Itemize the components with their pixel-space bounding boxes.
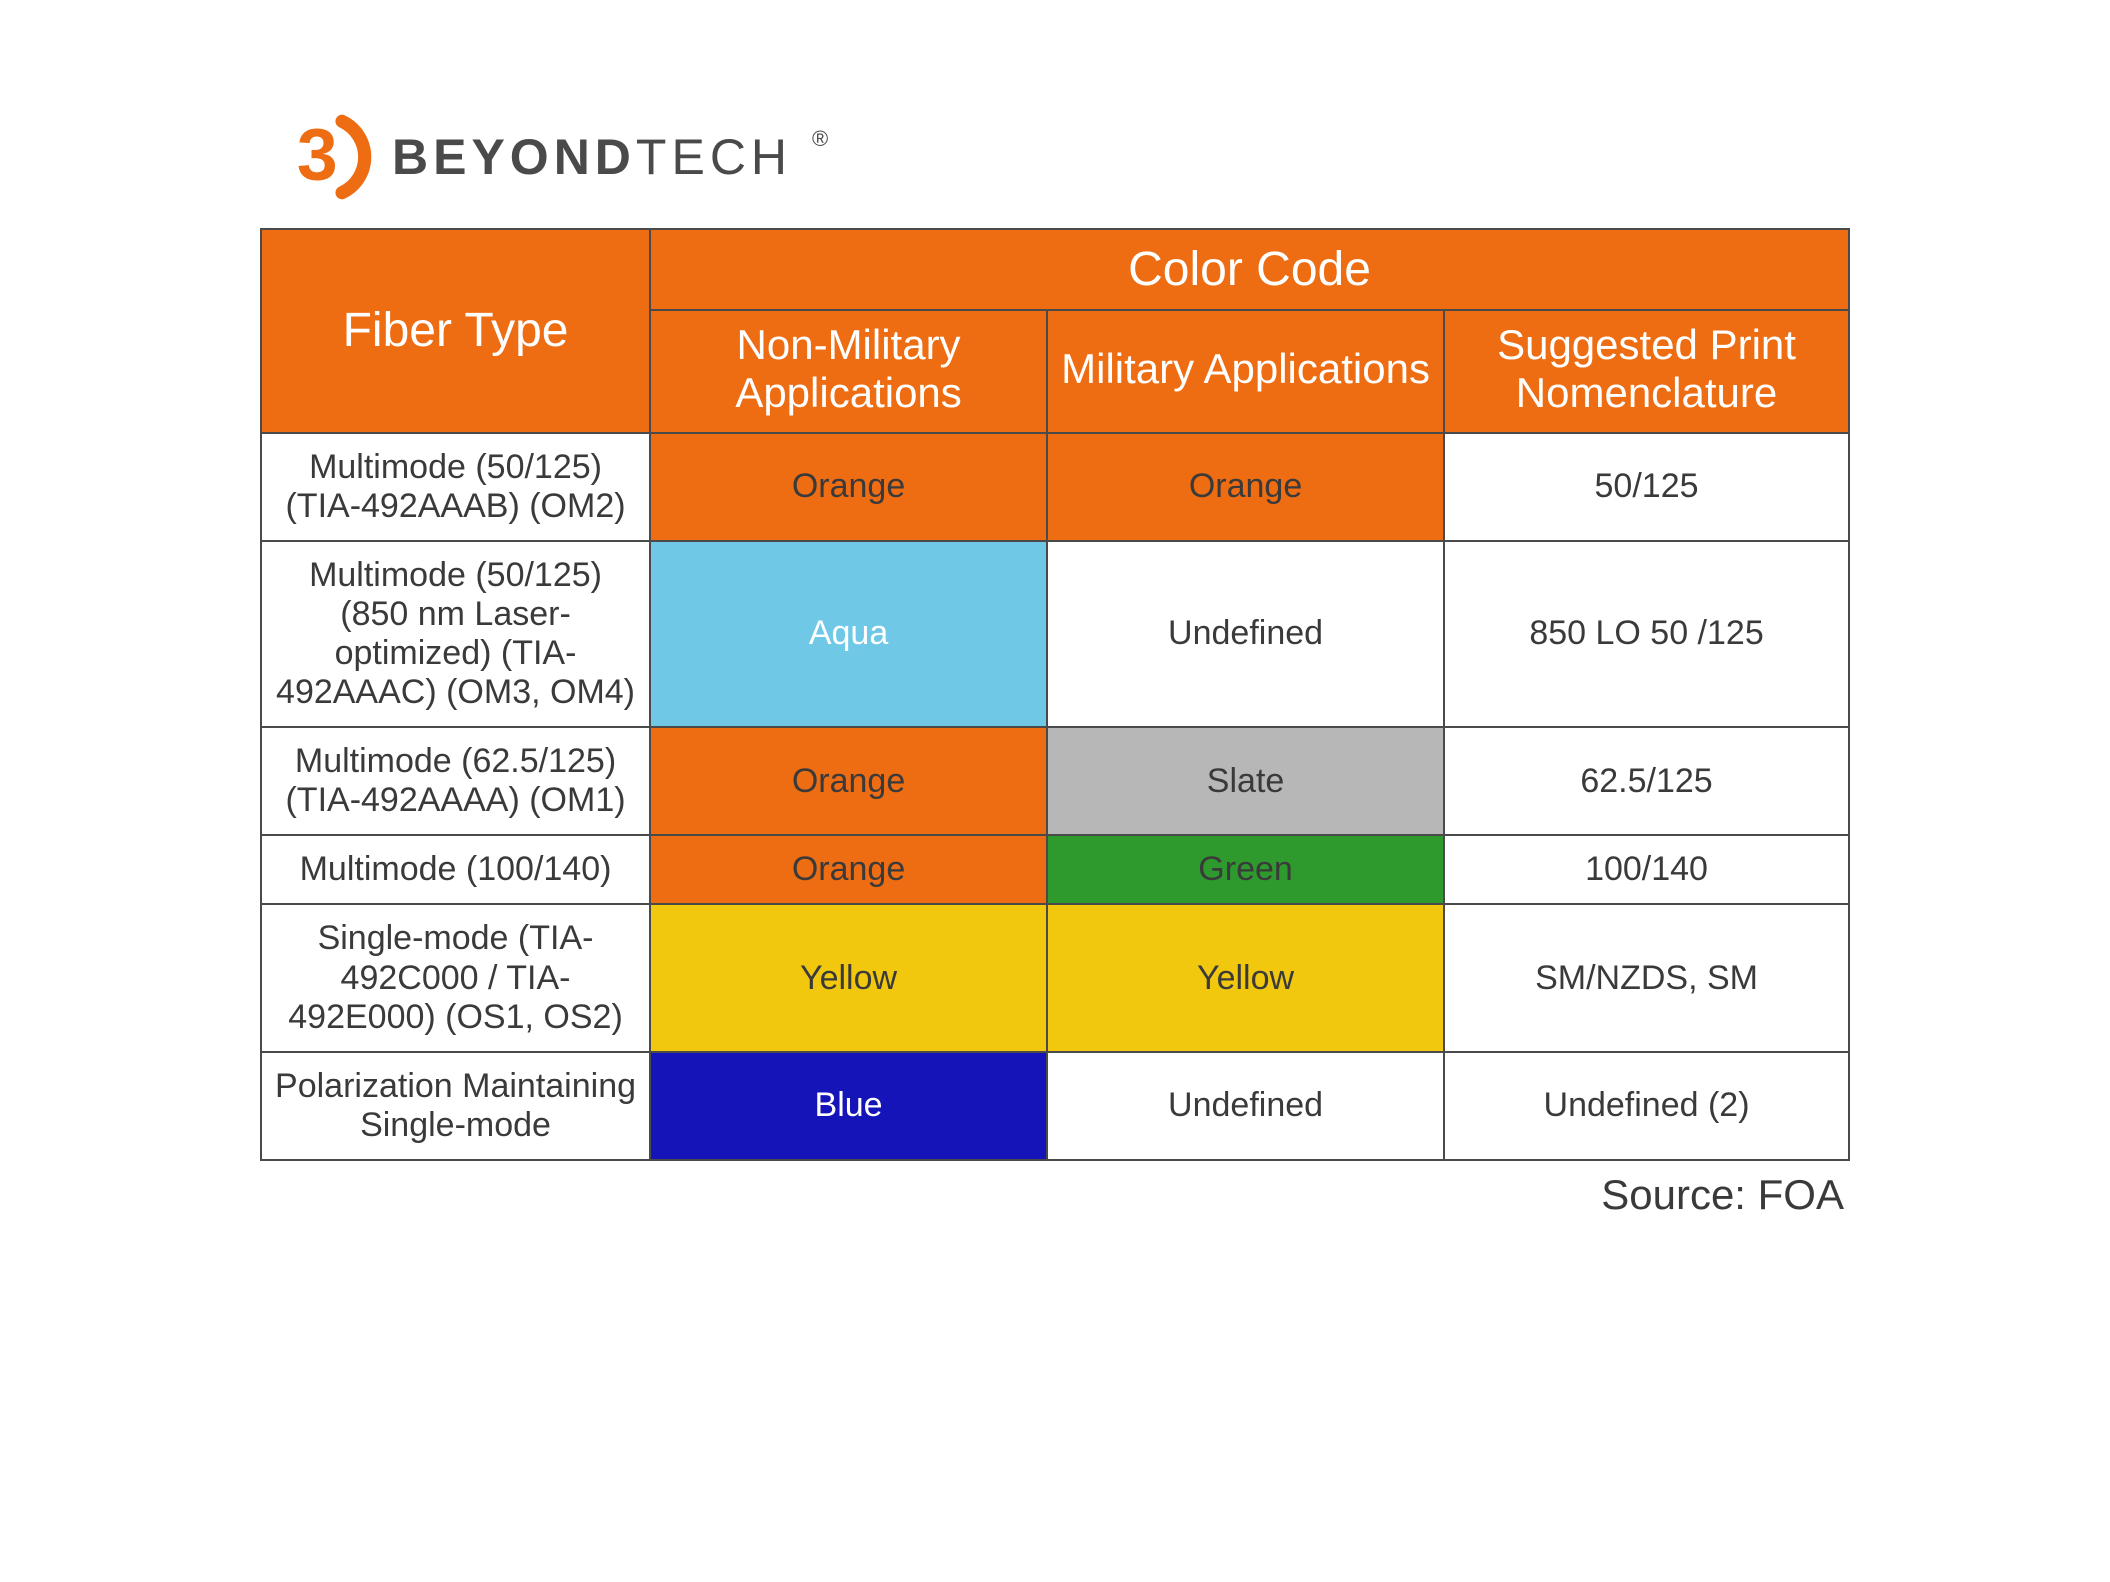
header-military: Military Applications [1047, 310, 1444, 433]
cell-non-military: Orange [650, 727, 1047, 835]
cell-military: Slate [1047, 727, 1444, 835]
header-fiber-type: Fiber Type [261, 229, 650, 433]
cell-nomenclature: 50/125 [1444, 433, 1849, 541]
cell-fiber-type: Single-mode (TIA-492C000 / TIA-492E000) … [261, 904, 650, 1051]
cell-fiber-type: Multimode (50/125) (TIA-492AAAB) (OM2) [261, 433, 650, 541]
cell-fiber-type: Polarization Maintaining Single-mode [261, 1052, 650, 1160]
header-non-military: Non-Military Applications [650, 310, 1047, 433]
cell-nomenclature: 62.5/125 [1444, 727, 1849, 835]
cell-nomenclature: Undefined (2) [1444, 1052, 1849, 1160]
table-row: Multimode (62.5/125) (TIA-492AAAA) (OM1)… [261, 727, 1849, 835]
brand-logo: 3 BEYONDTECH ® [280, 110, 1850, 204]
table-row: Multimode (100/140)OrangeGreen100/140 [261, 835, 1849, 904]
cell-non-military: Orange [650, 835, 1047, 904]
cell-nomenclature: 850 LO 50 /125 [1444, 541, 1849, 727]
source-label: Source: FOA [260, 1171, 1850, 1219]
cell-fiber-type: Multimode (62.5/125) (TIA-492AAAA) (OM1) [261, 727, 650, 835]
cell-non-military: Yellow [650, 904, 1047, 1051]
brand-name-bold: BEYOND [392, 129, 636, 185]
cell-nomenclature: SM/NZDS, SM [1444, 904, 1849, 1051]
cell-military: Orange [1047, 433, 1444, 541]
cell-military: Green [1047, 835, 1444, 904]
cell-nomenclature: 100/140 [1444, 835, 1849, 904]
brand-name-light: TECH [636, 129, 792, 185]
cell-fiber-type: Multimode (50/125) (850 nm Laser-optimiz… [261, 541, 650, 727]
cell-non-military: Blue [650, 1052, 1047, 1160]
table-row: Multimode (50/125) (850 nm Laser-optimiz… [261, 541, 1849, 727]
cell-non-military: Aqua [650, 541, 1047, 727]
header-nomenclature: Suggested Print Nomenclature [1444, 310, 1849, 433]
fiber-color-code-table: Fiber Type Color Code Non-Military Appli… [260, 228, 1850, 1161]
table-body: Multimode (50/125) (TIA-492AAAB) (OM2)Or… [261, 433, 1849, 1160]
cell-military: Undefined [1047, 1052, 1444, 1160]
cell-fiber-type: Multimode (100/140) [261, 835, 650, 904]
cell-non-military: Orange [650, 433, 1047, 541]
table-row: Single-mode (TIA-492C000 / TIA-492E000) … [261, 904, 1849, 1051]
table-row: Multimode (50/125) (TIA-492AAAB) (OM2)Or… [261, 433, 1849, 541]
svg-text:3: 3 [297, 114, 338, 196]
cell-military: Undefined [1047, 541, 1444, 727]
cell-military: Yellow [1047, 904, 1444, 1051]
brand-wordmark: BEYONDTECH [392, 128, 792, 186]
registered-icon: ® [812, 126, 828, 152]
table-row: Polarization Maintaining Single-modeBlue… [261, 1052, 1849, 1160]
brand-mark-icon: 3 [280, 110, 374, 204]
header-color-code: Color Code [650, 229, 1849, 310]
